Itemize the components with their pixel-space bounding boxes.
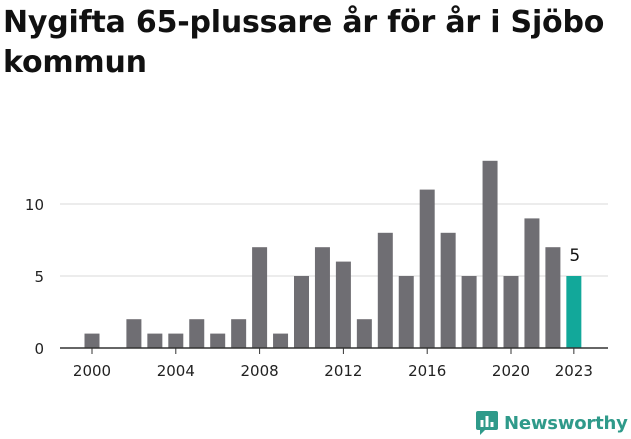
x-tick-label: 2016 xyxy=(408,362,446,380)
bar-2017 xyxy=(440,232,456,348)
bar-2000 xyxy=(84,333,100,348)
bar-2014 xyxy=(377,232,393,348)
bar-2008 xyxy=(252,247,268,348)
chart-title: Nygifta 65-plussare år för år i Sjöbo ko… xyxy=(3,5,605,80)
bar-2006 xyxy=(210,333,226,348)
newsworthy-brand: Newsworthy xyxy=(476,409,628,437)
bar-2007 xyxy=(231,319,247,348)
bar-2022 xyxy=(545,247,561,348)
x-tick-label: 2000 xyxy=(73,362,111,380)
newsworthy-logo-icon xyxy=(476,411,498,435)
bar-2023 xyxy=(566,276,582,348)
bar-2011 xyxy=(314,247,330,348)
bar-2003 xyxy=(147,333,163,348)
x-tick-label: 2012 xyxy=(324,362,362,380)
bar-2012 xyxy=(335,261,351,348)
bar-2021 xyxy=(524,218,540,348)
bar-2016 xyxy=(419,189,435,348)
x-tick-label: 2023 xyxy=(555,362,593,380)
bar-2009 xyxy=(273,333,289,348)
bar-2010 xyxy=(294,276,309,348)
bar-2020 xyxy=(503,276,519,348)
brand-name: Newsworthy xyxy=(504,412,628,434)
bar-2004 xyxy=(168,333,184,348)
bar-2013 xyxy=(356,319,372,348)
bar-2005 xyxy=(189,319,205,348)
bar-2015 xyxy=(398,276,414,348)
bar-2018 xyxy=(461,276,477,348)
bar-2019 xyxy=(482,160,498,348)
data-label-2023: 5 xyxy=(569,246,580,266)
y-tick-label: 10 xyxy=(25,196,44,214)
y-tick-label: 5 xyxy=(34,268,44,286)
x-tick-label: 2020 xyxy=(492,362,530,380)
y-tick-label: 0 xyxy=(34,340,44,358)
x-tick-label: 2004 xyxy=(157,362,195,380)
x-tick-label: 2008 xyxy=(241,362,279,380)
bar-2002 xyxy=(126,319,142,348)
